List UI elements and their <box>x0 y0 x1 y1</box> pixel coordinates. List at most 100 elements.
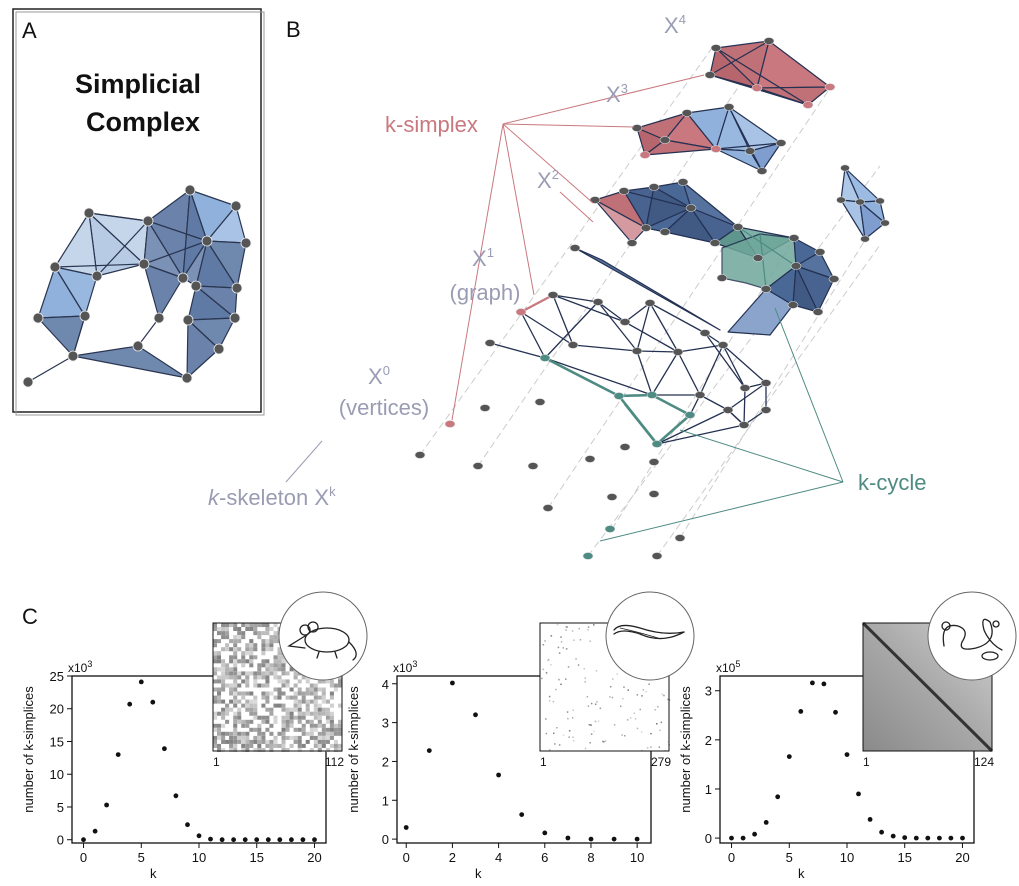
data-point <box>867 817 873 822</box>
y-tick-label: 0 <box>57 833 64 848</box>
panel-a-title-line2: Complex <box>86 107 200 137</box>
panel-a-title-line1: Simplicial <box>75 69 201 99</box>
y-tick-label: 10 <box>50 767 64 782</box>
data-point <box>937 835 942 841</box>
x-axis-label: k <box>150 866 157 881</box>
panel-a-letter: A <box>22 18 37 43</box>
data-point <box>277 837 283 843</box>
panel-a: A Simplicial Complex <box>12 8 265 416</box>
data-point <box>254 837 260 843</box>
data-point <box>729 835 734 841</box>
data-point <box>242 837 248 843</box>
data-point <box>150 699 156 705</box>
data-point <box>519 812 525 817</box>
x0-label: X0 <box>368 363 390 389</box>
data-point <box>611 836 617 842</box>
data-point <box>844 752 850 757</box>
x2-label: X2 <box>537 167 559 193</box>
panel-a-complex <box>22 184 252 388</box>
data-point <box>786 754 792 759</box>
data-point <box>173 793 179 799</box>
data-point <box>473 712 478 718</box>
data-point <box>856 791 861 797</box>
data-point <box>104 802 109 808</box>
plot-frame <box>396 675 652 844</box>
x-tick-label: 0 <box>403 850 410 865</box>
data-point <box>902 835 908 840</box>
chart-1: 0 5 10 15 20 25 0 5 10 15 20 x103 k number of k-simpl… <box>21 591 368 881</box>
x-tick-label: 6 <box>541 850 548 865</box>
organism-circle <box>278 591 368 681</box>
y-tick-label: 20 <box>50 702 64 717</box>
x-tick-label: 20 <box>955 850 969 865</box>
data-point <box>496 772 501 778</box>
data-point <box>810 680 815 686</box>
inset-border <box>862 622 993 752</box>
data-point <box>821 681 827 687</box>
data-point <box>289 837 294 843</box>
data-point <box>542 830 548 836</box>
x-tick-label: 20 <box>307 850 321 865</box>
x-tick-label: 15 <box>249 850 263 865</box>
data-point <box>763 820 769 825</box>
x-tick-label: 0 <box>80 850 87 865</box>
data-point <box>450 680 455 686</box>
inset-end-label: 124 <box>974 755 994 769</box>
x-axis-label: k <box>475 866 482 881</box>
data-point <box>115 752 121 757</box>
k-cycle-label: k-cycle <box>858 470 926 495</box>
x2-layer <box>574 181 835 336</box>
y-axis-label: number of k-simplices <box>346 686 361 813</box>
data-point <box>960 835 965 841</box>
chart-2: 0 1 2 3 4 0 2 4 6 8 10 x103 k number of k-simplices 1 2… <box>346 591 695 881</box>
y-axis-label: number of k-simplices <box>21 686 36 813</box>
y-multiplier: x103 <box>393 659 417 675</box>
panel-b: B <box>208 12 926 560</box>
data-point <box>879 829 884 835</box>
data-point <box>913 835 919 841</box>
y-tick-label: 1 <box>382 793 389 808</box>
data-point <box>138 679 144 685</box>
x1-label: X1 <box>472 245 494 271</box>
x-tick-label: 0 <box>728 850 735 865</box>
data-point <box>196 833 202 839</box>
data-point <box>92 828 98 834</box>
organism-circle <box>927 591 1017 681</box>
x-tick-label: 5 <box>786 850 793 865</box>
data-point <box>775 794 781 800</box>
y-tick-label: 2 <box>382 754 389 769</box>
x-tick-label: 4 <box>495 850 502 865</box>
y-tick-label: 2 <box>705 733 712 748</box>
y-multiplier: x105 <box>716 659 740 675</box>
data-point <box>265 837 271 843</box>
data-point <box>833 709 838 715</box>
x-tick-label: 10 <box>630 850 644 865</box>
panel-c-letter: C <box>22 604 38 629</box>
inset-start-label: 1 <box>213 755 220 769</box>
x-tick-label: 2 <box>449 850 456 865</box>
worm-icon <box>613 624 685 640</box>
k-simplex-label: k-simplex <box>385 112 478 137</box>
data-point <box>208 836 213 842</box>
data-point <box>231 837 237 843</box>
x4-label: X4 <box>664 12 686 38</box>
data-point <box>925 835 931 841</box>
x0-sublabel: (vertices) <box>339 395 429 420</box>
y-multiplier: x103 <box>68 659 92 675</box>
panel-b-labels: X4 X3 X2 X1 (graph) X0 (vertices) k-simp… <box>208 12 926 510</box>
x-tick-label: 8 <box>587 850 594 865</box>
x-axis-label: k <box>798 866 805 881</box>
data-point <box>403 825 409 830</box>
y-tick-label: 0 <box>705 831 712 846</box>
y-tick-label: 15 <box>50 734 64 749</box>
data-point <box>185 822 190 828</box>
mouse-icon <box>287 621 357 661</box>
inset-end-label: 112 <box>325 755 344 769</box>
data-point <box>81 837 86 843</box>
data-point <box>752 831 757 837</box>
inset-border <box>212 622 343 752</box>
x4-layer <box>709 40 831 106</box>
